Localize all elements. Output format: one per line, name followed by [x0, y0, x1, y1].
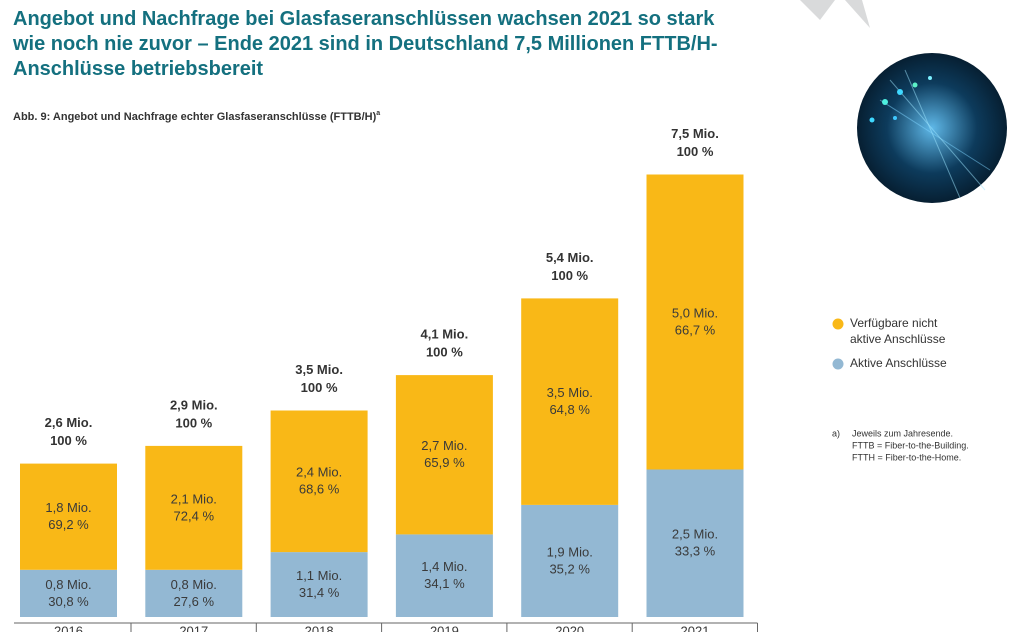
bar-segment: [20, 463, 117, 570]
total-share-label: 100 %: [551, 268, 588, 283]
footnote-line: Jeweils zum Jahresende.: [852, 428, 953, 438]
total-label: 7,5 Mio.: [671, 126, 719, 141]
subtitle: Abb. 9: Angebot und Nachfrage echter Gla…: [13, 110, 380, 123]
title-line: Anschlüsse betriebsbereit: [13, 58, 263, 80]
value-label: 2,5 Mio.: [672, 527, 718, 542]
total-label: 2,6 Mio.: [45, 415, 93, 430]
share-label: 30,8 %: [48, 594, 89, 609]
value-label: 1,9 Mio.: [547, 544, 593, 559]
share-label: 31,4 %: [299, 585, 340, 600]
value-label: 0,8 Mio.: [171, 577, 217, 592]
title-line: Angebot und Nachfrage bei Glasfaseransch…: [13, 8, 715, 30]
total-share-label: 100 %: [301, 380, 338, 395]
legend-label: Verfügbare nicht aktive Anschlüsse: [850, 316, 946, 346]
legend-line: Verfügbare nicht: [850, 316, 938, 330]
value-label: 0,8 Mio.: [45, 577, 91, 592]
value-label: 5,0 Mio.: [672, 305, 718, 320]
share-label: 64,8 %: [549, 402, 590, 417]
bar-segment: [521, 298, 619, 505]
share-label: 33,3 %: [675, 544, 716, 559]
x-tick-label: 2016: [54, 623, 83, 632]
bar-segment: [521, 504, 619, 617]
x-tick-label: 2018: [305, 623, 334, 632]
total-label: 2,9 Mio.: [170, 397, 218, 412]
bar-segment: [646, 469, 744, 617]
total-label: 5,4 Mio.: [546, 250, 594, 265]
value-label: 1,8 Mio.: [45, 500, 91, 515]
subtitle-note: a: [376, 110, 380, 117]
share-label: 35,2 %: [549, 561, 590, 576]
total-label: 4,1 Mio.: [421, 327, 469, 342]
bar-segment: [646, 174, 744, 470]
legend-swatch: [832, 318, 844, 330]
footnote-line: FTTH = Fiber-to-the-Home.: [852, 452, 961, 462]
deco-shape: [800, 0, 835, 20]
share-label: 66,7 %: [675, 322, 716, 337]
total-label: 3,5 Mio.: [295, 362, 343, 377]
share-label: 68,6 %: [299, 482, 340, 497]
footnote-mark: a): [832, 428, 840, 438]
subtitle-text: Abb. 9: Angebot und Nachfrage echter Gla…: [13, 111, 377, 123]
bar-segment: [145, 445, 243, 570]
x-tick-label: 2019: [430, 623, 459, 632]
legend-line: aktive Anschlüsse: [850, 332, 946, 346]
footnote-line: FTTB = Fiber-to-the-Building.: [852, 440, 969, 450]
share-label: 34,1 %: [424, 576, 465, 591]
fiber-strands: [869, 69, 991, 199]
total-share-label: 100 %: [50, 433, 87, 448]
legend-label: Aktive Anschlüsse: [850, 356, 947, 370]
bar-segment: [270, 552, 368, 617]
value-label: 2,1 Mio.: [171, 491, 217, 506]
bar-segment: [145, 569, 243, 617]
x-tick-label: 2020: [555, 623, 584, 632]
deco-shape: [845, 0, 870, 28]
value-label: 1,1 Mio.: [296, 568, 342, 583]
share-label: 69,2 %: [48, 517, 89, 532]
value-label: 2,4 Mio.: [296, 465, 342, 480]
bar-segment: [20, 569, 117, 617]
share-label: 27,6 %: [174, 594, 215, 609]
x-tick-label: 2017: [179, 623, 208, 632]
total-share-label: 100 %: [677, 144, 714, 159]
title-line: wie noch nie zuvor – Ende 2021 sind in D…: [12, 33, 718, 55]
share-label: 72,4 %: [174, 508, 215, 523]
bar-segment: [270, 410, 368, 553]
legend-swatch: [832, 358, 844, 370]
value-label: 3,5 Mio.: [547, 385, 593, 400]
bar-segment: [395, 375, 493, 535]
x-tick-label: 2021: [681, 623, 710, 632]
share-label: 65,9 %: [424, 455, 465, 470]
total-share-label: 100 %: [175, 415, 212, 430]
legend-line: Aktive Anschlüsse: [850, 356, 947, 370]
value-label: 2,7 Mio.: [421, 438, 467, 453]
total-share-label: 100 %: [426, 345, 463, 360]
value-label: 1,4 Mio.: [421, 559, 467, 574]
bar-segment: [395, 534, 493, 617]
